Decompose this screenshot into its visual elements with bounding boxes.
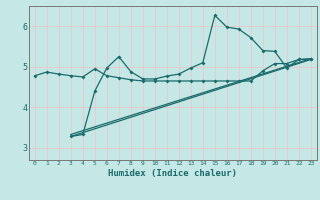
X-axis label: Humidex (Indice chaleur): Humidex (Indice chaleur) (108, 169, 237, 178)
